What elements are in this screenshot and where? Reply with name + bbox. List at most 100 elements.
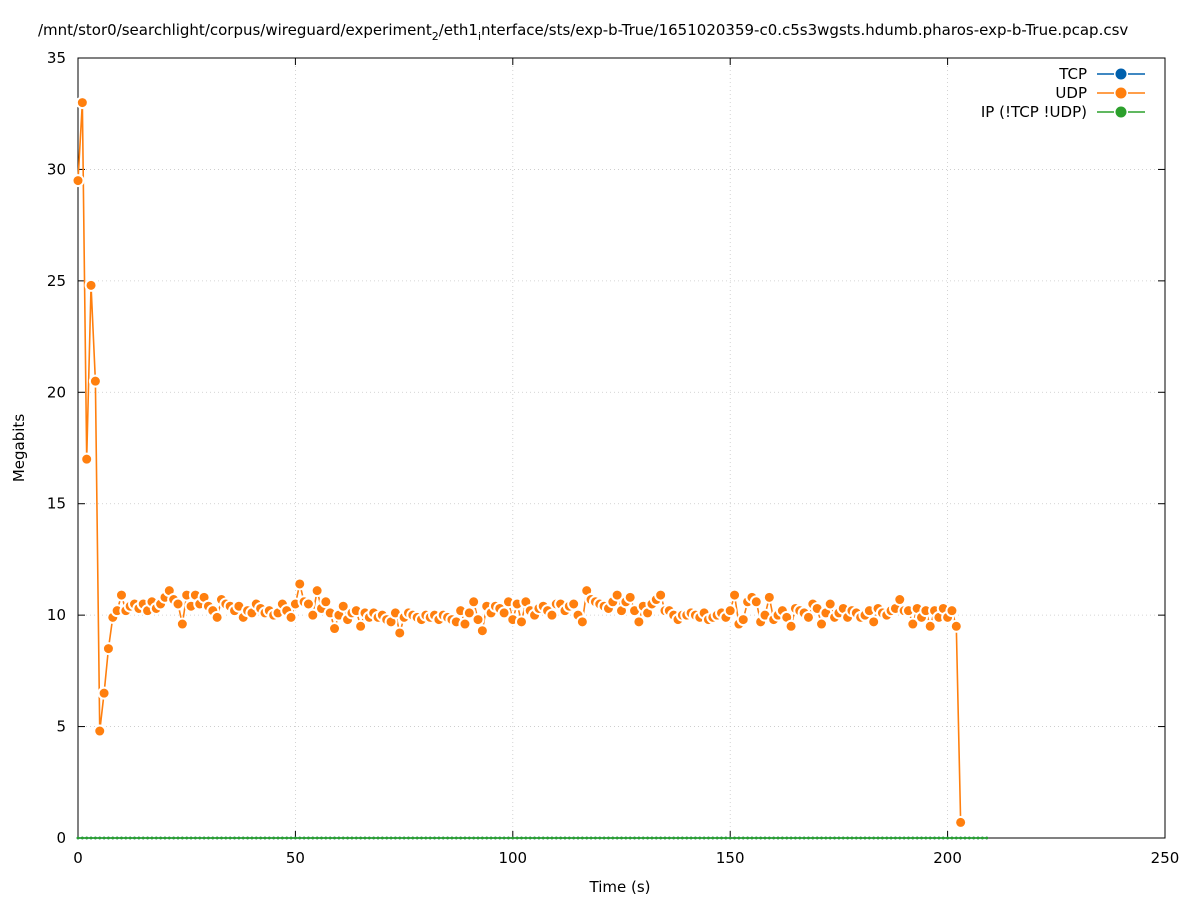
data-point xyxy=(180,836,184,840)
data-point xyxy=(128,836,132,840)
data-point xyxy=(963,836,967,840)
data-point xyxy=(172,836,176,840)
data-point xyxy=(307,836,310,840)
data-point xyxy=(333,836,336,840)
data-point xyxy=(93,836,97,840)
data-point xyxy=(906,617,920,631)
data-point xyxy=(354,619,368,633)
data-point xyxy=(815,617,829,631)
data-point xyxy=(415,836,419,840)
data-point xyxy=(80,452,94,466)
data-point xyxy=(541,836,545,840)
data-point xyxy=(707,836,710,840)
data-point xyxy=(176,836,180,840)
data-point xyxy=(420,836,423,840)
data-point xyxy=(402,836,406,840)
data-point xyxy=(185,836,189,840)
data-point xyxy=(902,836,906,840)
data-point xyxy=(794,836,797,840)
data-point xyxy=(363,836,367,840)
y-tick-label: 35 xyxy=(47,49,66,67)
data-point xyxy=(715,836,719,840)
data-point xyxy=(367,836,371,840)
data-point xyxy=(289,836,293,840)
title-part: nterface/sts/exp-b-True/1651020359-c0.c5… xyxy=(481,21,1128,39)
x-axis-label: Time (s) xyxy=(589,878,651,896)
data-point xyxy=(572,836,576,840)
data-point xyxy=(720,836,723,840)
data-point xyxy=(663,836,667,840)
data-point xyxy=(193,836,197,840)
y-tick-label: 20 xyxy=(47,383,66,401)
data-point xyxy=(620,836,623,840)
data-point xyxy=(723,604,737,618)
data-point xyxy=(124,836,128,840)
data-point xyxy=(898,836,902,840)
data-point xyxy=(167,836,171,840)
data-point xyxy=(71,174,85,188)
data-point xyxy=(820,836,823,840)
data-point xyxy=(111,836,115,840)
data-point xyxy=(407,836,410,840)
data-point xyxy=(267,836,271,840)
data-point xyxy=(972,836,976,840)
data-point xyxy=(945,604,959,618)
data-point xyxy=(520,836,523,840)
data-point xyxy=(785,836,789,840)
data-point xyxy=(524,836,528,840)
data-point xyxy=(476,836,480,840)
data-point xyxy=(463,836,467,840)
data-point xyxy=(602,836,606,840)
data-point xyxy=(458,617,472,631)
data-point xyxy=(575,615,589,629)
data-point xyxy=(746,836,749,840)
data-point xyxy=(759,836,763,840)
data-point xyxy=(815,836,819,840)
data-point xyxy=(346,836,349,840)
data-point xyxy=(98,836,102,840)
data-point xyxy=(84,278,98,292)
data-point xyxy=(580,836,584,840)
data-point xyxy=(824,836,828,840)
data-point xyxy=(311,836,315,840)
data-point xyxy=(341,836,345,840)
x-tick-label: 200 xyxy=(933,849,962,867)
data-point xyxy=(654,588,668,602)
data-point xyxy=(301,597,315,611)
data-point xyxy=(306,608,320,622)
data-point xyxy=(163,836,167,840)
data-point xyxy=(101,642,115,656)
data-point xyxy=(933,836,936,840)
data-point xyxy=(372,836,376,840)
data-point xyxy=(967,836,971,840)
data-point xyxy=(585,836,589,840)
chart-title: /mnt/stor0/searchlight/corpus/wireguard/… xyxy=(38,21,1128,43)
data-point xyxy=(850,836,854,840)
data-point xyxy=(528,836,532,840)
data-point xyxy=(923,619,937,633)
data-point xyxy=(394,836,397,840)
data-point xyxy=(763,836,767,840)
data-point xyxy=(537,836,541,840)
data-point xyxy=(228,836,232,840)
data-point xyxy=(210,610,224,624)
data-point xyxy=(319,595,333,609)
data-point xyxy=(171,597,185,611)
data-point xyxy=(211,836,215,840)
data-point xyxy=(950,836,954,840)
x-tick-label: 0 xyxy=(73,849,83,867)
data-point xyxy=(133,836,136,840)
data-point xyxy=(607,836,610,840)
data-point xyxy=(310,584,324,598)
data-point xyxy=(359,836,363,840)
data-point xyxy=(801,610,815,624)
data-point xyxy=(450,836,454,840)
data-point xyxy=(272,836,276,840)
data-point xyxy=(159,836,163,840)
data-point xyxy=(615,836,619,840)
data-point xyxy=(624,836,628,840)
data-point xyxy=(628,836,632,840)
data-point xyxy=(350,836,354,840)
data-point xyxy=(502,836,506,840)
title-part: /eth1 xyxy=(439,21,478,39)
